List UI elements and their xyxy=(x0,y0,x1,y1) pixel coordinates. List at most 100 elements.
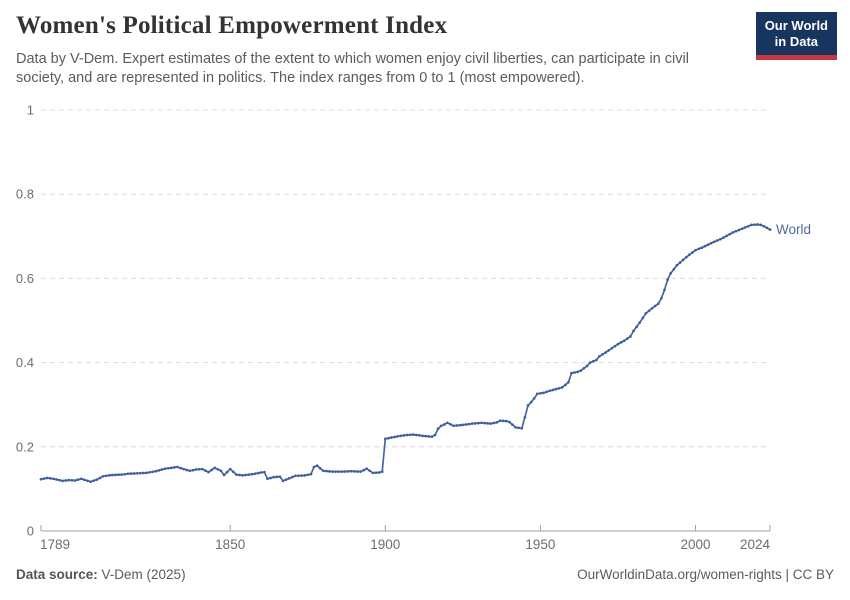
subtitle-line-1: Data by V-Dem. Expert estimates of the e… xyxy=(16,51,689,67)
data-point xyxy=(346,470,350,473)
data-point xyxy=(334,470,338,473)
data-point xyxy=(275,475,279,479)
data-point xyxy=(173,466,176,469)
x-tick-label: 2000 xyxy=(680,537,710,552)
data-point xyxy=(188,469,192,473)
data-point xyxy=(182,467,186,471)
data-point xyxy=(225,470,229,474)
data-point xyxy=(672,267,676,271)
data-point xyxy=(52,477,55,481)
data-point xyxy=(166,466,170,470)
data-point xyxy=(55,478,58,481)
data-point xyxy=(722,236,725,239)
data-point xyxy=(709,241,713,245)
data-point xyxy=(560,386,564,389)
data-point xyxy=(610,346,614,350)
data-point xyxy=(554,387,558,391)
data-point xyxy=(737,228,741,232)
data-point xyxy=(216,467,220,471)
data-point xyxy=(86,479,89,483)
x-tick-label: 2024 xyxy=(740,537,771,552)
data-point xyxy=(132,472,136,475)
data-point xyxy=(731,231,735,234)
data-point xyxy=(294,474,297,478)
data-point xyxy=(700,246,704,250)
y-tick-label: 0.2 xyxy=(16,439,34,454)
data-point xyxy=(231,470,235,474)
data-point xyxy=(567,381,570,384)
data-point xyxy=(393,435,396,439)
data-point xyxy=(666,278,669,282)
data-point xyxy=(526,404,530,407)
series-end-label[interactable]: World xyxy=(776,222,811,237)
data-point xyxy=(48,477,52,480)
data-point xyxy=(365,467,369,471)
data-point xyxy=(734,229,738,233)
data-point xyxy=(405,433,409,437)
line-chart-canvas[interactable]: 0 0.2 0.4 0.6 0.8 1 1789 1850 1900 1950 2000 2024 Wo… xyxy=(0,95,850,565)
data-point xyxy=(70,478,74,482)
data-point xyxy=(703,244,707,248)
x-tick-label: 1900 xyxy=(370,537,400,552)
data-point xyxy=(359,470,362,473)
y-tick-label: 0.6 xyxy=(16,271,34,286)
data-point xyxy=(157,469,161,472)
data-point xyxy=(514,426,517,429)
data-point xyxy=(256,471,260,475)
data-point xyxy=(284,478,288,481)
data-point xyxy=(756,223,759,226)
data-point xyxy=(396,435,400,438)
data-point xyxy=(418,434,421,437)
data-point xyxy=(570,371,573,375)
data-point xyxy=(632,329,635,333)
data-point xyxy=(179,466,182,470)
data-point xyxy=(436,427,440,431)
data-point xyxy=(430,435,434,439)
data-point xyxy=(169,466,173,470)
chart-subtitle: Data by V-Dem. Expert estimates of the e… xyxy=(16,50,756,88)
data-point xyxy=(455,424,459,427)
data-point xyxy=(498,419,502,423)
data-point xyxy=(625,337,629,340)
data-point xyxy=(650,306,654,310)
data-point xyxy=(238,473,241,477)
credit-link[interactable]: OurWorldinData.org/women-rights | CC BY xyxy=(577,567,834,582)
data-point xyxy=(297,474,300,478)
owid-logo[interactable]: Our World in Data xyxy=(755,12,837,60)
data-point xyxy=(619,341,623,344)
data-point xyxy=(535,392,539,396)
data-point xyxy=(45,476,49,480)
data-point xyxy=(613,344,617,348)
data-point xyxy=(259,471,263,474)
data-point xyxy=(281,479,285,483)
data-point xyxy=(449,422,452,426)
owid-logo-line1: Our World xyxy=(764,18,828,33)
data-point xyxy=(67,478,71,482)
data-point xyxy=(508,420,511,424)
data-point xyxy=(213,466,217,470)
data-point xyxy=(452,424,455,428)
data-point xyxy=(321,469,325,473)
data-point xyxy=(694,248,697,252)
data-point xyxy=(380,470,384,473)
x-tick-label: 1950 xyxy=(525,537,555,552)
data-point xyxy=(411,433,415,436)
series-line-world[interactable] xyxy=(40,223,771,483)
data-point xyxy=(504,419,508,423)
data-point xyxy=(442,423,446,426)
data-point xyxy=(145,471,148,475)
data-point xyxy=(163,467,167,471)
data-point xyxy=(740,227,744,231)
data-point xyxy=(194,468,198,471)
data-point xyxy=(501,419,505,423)
data-point xyxy=(39,477,43,481)
data-point xyxy=(762,224,766,228)
data-point xyxy=(511,423,514,427)
data-point xyxy=(312,465,316,469)
data-point xyxy=(582,366,586,370)
data-point xyxy=(427,435,431,438)
data-point xyxy=(89,480,92,484)
data-point xyxy=(151,470,155,474)
data-point xyxy=(120,473,124,476)
data-point xyxy=(315,464,319,468)
